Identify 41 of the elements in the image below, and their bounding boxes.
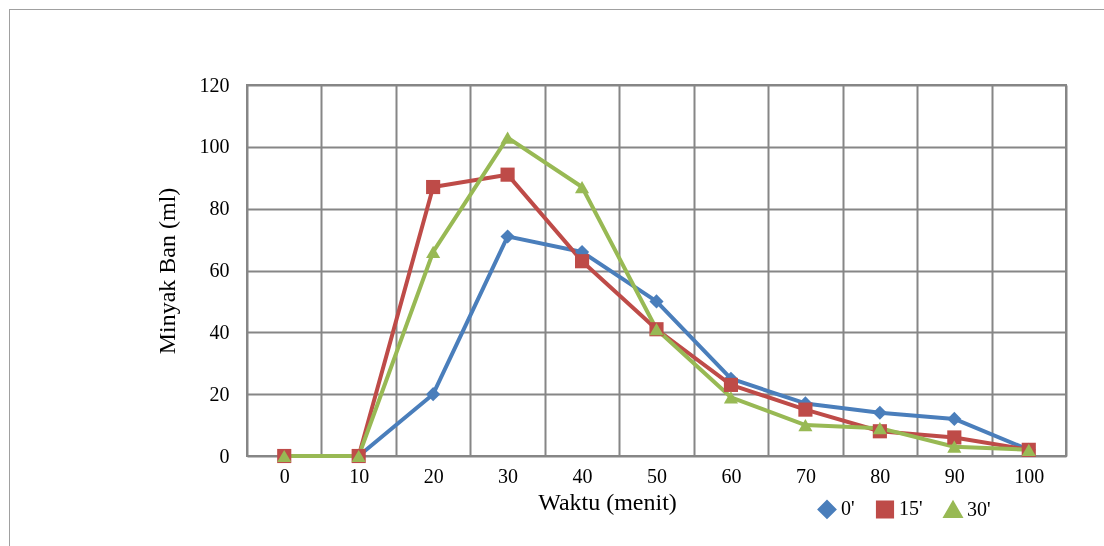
point [500, 229, 515, 244]
x-tick-label: 50 [647, 464, 667, 487]
point [947, 411, 962, 426]
point [947, 440, 962, 453]
y-tick-label: 120 [199, 73, 230, 96]
x-tick-label: 40 [572, 464, 593, 487]
x-tick-label: 70 [795, 464, 816, 487]
point [723, 391, 739, 404]
point [872, 422, 887, 435]
point [500, 167, 515, 182]
y-axis-title: Minyak Ban (ml) [153, 187, 180, 355]
legend-label: 30' [967, 497, 991, 520]
y-tick-label: 60 [209, 259, 230, 281]
x-tick-label: 80 [870, 464, 891, 487]
x-tick-label: 60 [721, 464, 742, 487]
x-axis-title: Waktu (menit) [538, 488, 677, 515]
y-tick-label: 80 [209, 197, 230, 220]
point [798, 402, 813, 417]
x-tick-label: 30 [498, 464, 519, 487]
x-tick-label: 20 [423, 464, 444, 487]
point [500, 131, 515, 144]
x-tick-label: 90 [944, 464, 965, 487]
point [426, 179, 441, 195]
point [798, 418, 813, 432]
point [426, 245, 441, 259]
x-tick-label: 10 [349, 464, 370, 487]
point [723, 377, 739, 392]
y-tick-label: 100 [199, 135, 230, 158]
point [574, 180, 590, 194]
x-tick-label: 0 [279, 464, 290, 487]
legend-label: 15' [899, 497, 923, 520]
y-tick-label: 20 [209, 382, 230, 405]
point [649, 294, 664, 309]
point [947, 430, 962, 445]
point [426, 387, 441, 402]
y-tick-label: 40 [209, 320, 230, 343]
x-tick-label: 100 [1014, 464, 1045, 487]
point [574, 254, 590, 269]
legend-label: 0' [841, 497, 855, 520]
point [872, 405, 887, 420]
y-tick-label: 0 [219, 444, 230, 467]
